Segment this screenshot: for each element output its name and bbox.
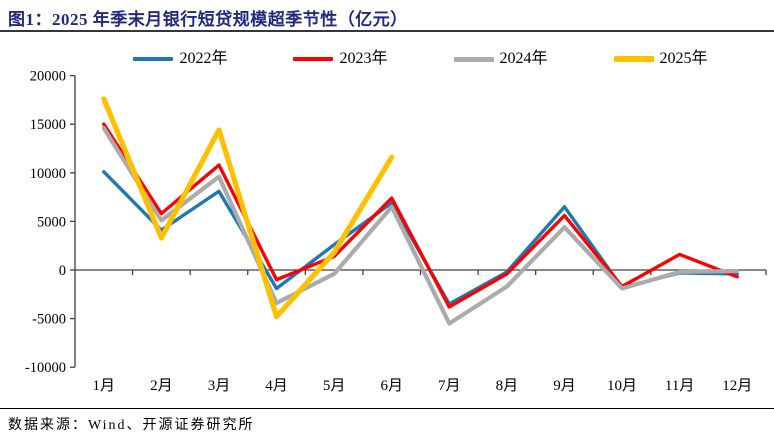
x-axis-label: 4月 (265, 378, 288, 394)
legend-line-swatch (453, 56, 494, 62)
x-axis-label: 11月 (665, 378, 694, 394)
legend-item-2023年: 2023年 (293, 50, 388, 67)
legend-item-2022年: 2022年 (133, 51, 227, 67)
x-axis-label: 7月 (438, 378, 461, 394)
y-axis-label: 5000 (37, 214, 66, 230)
legend-item-2024年: 2024年 (453, 50, 548, 67)
x-axis-label: 5月 (323, 378, 346, 394)
data-source-note: 数据来源：Wind、开源证券研究所 (8, 418, 255, 433)
chart-legend: 2022年 2023年 2024年 2025年 (75, 49, 766, 69)
title-divider (0, 30, 774, 32)
legend-label: 2024年 (499, 50, 548, 67)
y-axis-label: -10000 (25, 360, 66, 376)
legend-label: 2025年 (659, 50, 708, 67)
x-axis-label: 2月 (150, 378, 173, 394)
footer-divider (0, 408, 774, 409)
legend-line-swatch (293, 57, 334, 61)
x-axis-label: 10月 (607, 378, 637, 394)
series-line-2025年 (101, 96, 395, 320)
series-line-2023年 (102, 122, 739, 309)
chart-title: 图1：2025 年季末月银行短贷规模超季节性（亿元） (8, 10, 408, 29)
x-axis-label: 6月 (380, 378, 403, 394)
y-axis-label: -5000 (32, 312, 66, 328)
legend-label: 2022年 (179, 50, 228, 67)
y-axis-label: 10000 (30, 166, 66, 182)
legend-line-swatch (613, 56, 654, 62)
legend-label: 2023年 (339, 50, 388, 67)
x-axis-label: 1月 (93, 378, 116, 394)
series-line-2024年 (101, 125, 740, 326)
legend-line-swatch (133, 57, 174, 61)
y-axis-label: 20000 (30, 69, 66, 85)
y-axis-label: 0 (59, 263, 66, 279)
x-axis-label: 12月 (722, 378, 752, 394)
x-axis-label: 9月 (553, 378, 576, 394)
legend-item-2025年: 2025年 (613, 50, 708, 67)
y-axis-label: 15000 (30, 117, 66, 133)
x-axis-label: 8月 (496, 378, 519, 394)
x-axis-label: 3月 (208, 378, 231, 394)
